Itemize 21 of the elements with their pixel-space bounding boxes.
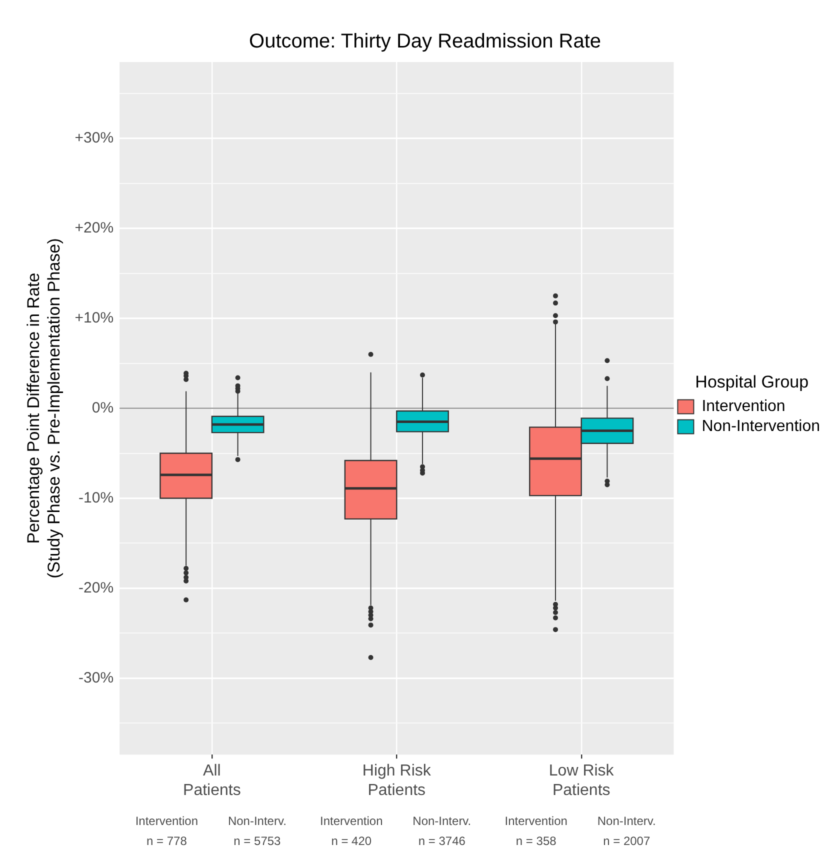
text: Non-Interv. n = 3746 bbox=[412, 814, 472, 848]
x-tick-label: Low Risk Patients bbox=[548, 762, 615, 799]
y-tick-label: +10% bbox=[74, 309, 114, 326]
legend-label: Non-Intervention bbox=[702, 418, 820, 436]
chart-title: Outcome: Thirty Day Readmission Rate bbox=[249, 30, 601, 53]
y-tick-label: +30% bbox=[74, 130, 114, 147]
x-tick-label: High Risk Patients bbox=[362, 762, 432, 799]
legend-label: Intervention bbox=[702, 398, 786, 416]
x-tick-label: All Patients bbox=[183, 762, 241, 799]
text: Non-Interv. n = 2007 bbox=[597, 814, 656, 848]
y-tick-label: 0% bbox=[92, 399, 114, 416]
text: Non-Interv. n = 5753 bbox=[228, 814, 286, 848]
text: Intervention n = 420 bbox=[320, 814, 383, 848]
y-tick-label: +20% bbox=[74, 220, 114, 237]
y-tick-label: -30% bbox=[78, 669, 114, 686]
y-axis-title: Percentage Point Difference in Rate (Study Phase vs. Pre-Implementation Phase) bbox=[24, 238, 64, 578]
y-tick-label: -20% bbox=[78, 579, 114, 596]
y-tick-label: -10% bbox=[78, 489, 114, 506]
text: Intervention n = 358 bbox=[504, 814, 568, 848]
text: Intervention n = 778 bbox=[135, 814, 198, 848]
legend-title: Hospital Group bbox=[695, 372, 809, 392]
